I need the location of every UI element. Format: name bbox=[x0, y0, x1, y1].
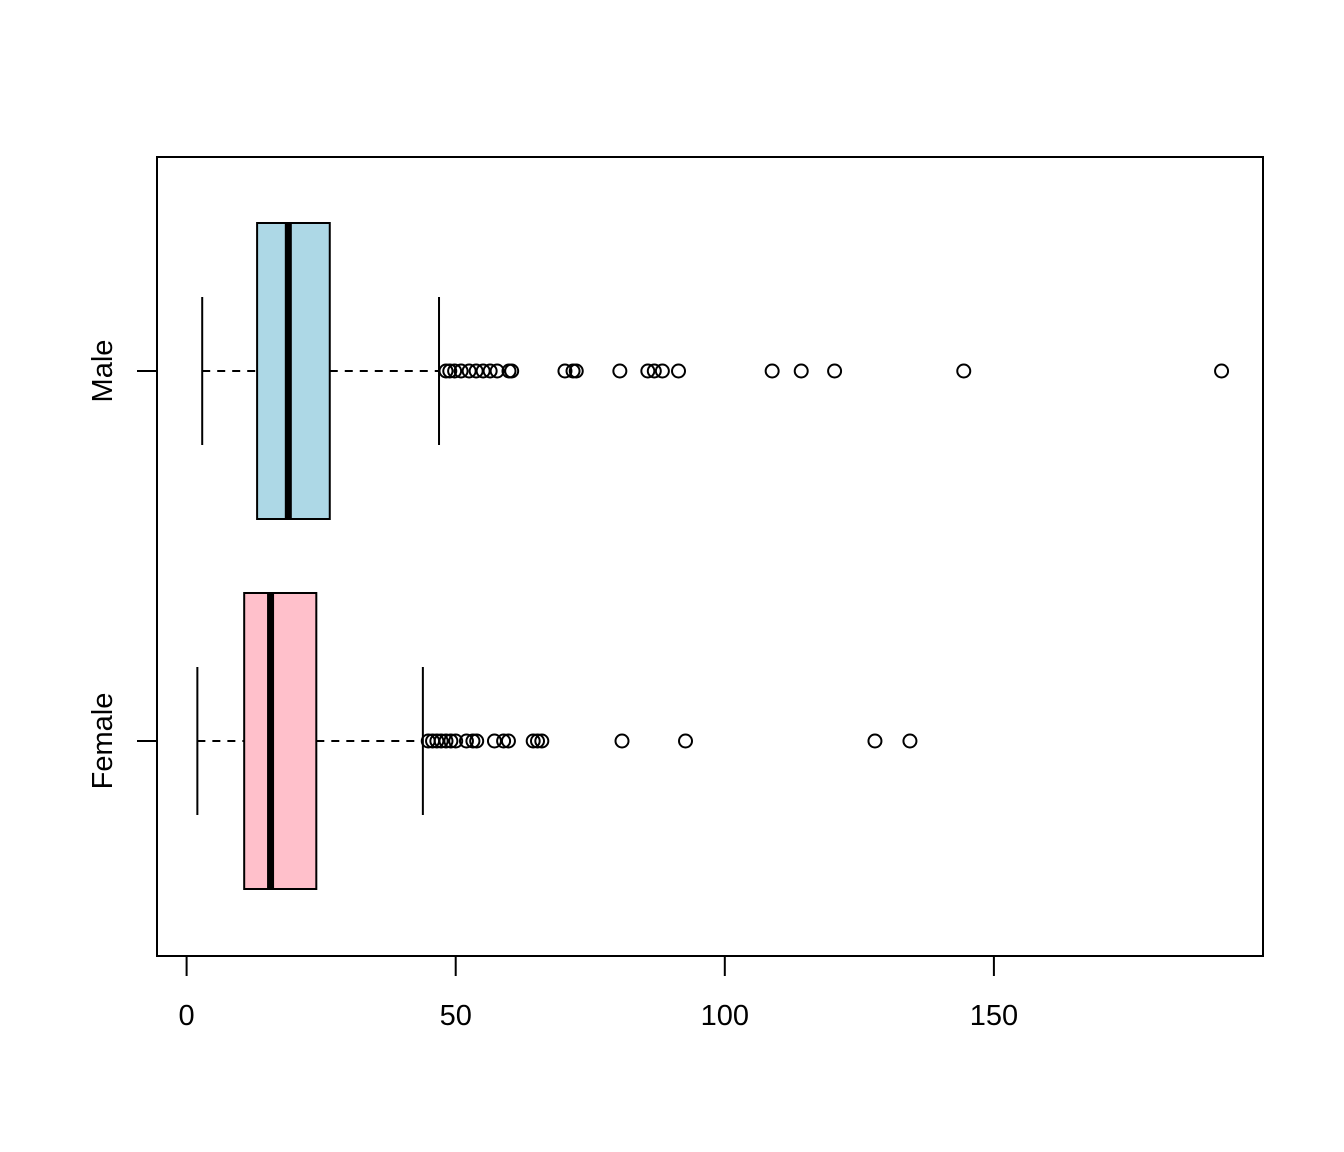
outlier-point bbox=[469, 733, 485, 749]
outlier-point bbox=[504, 363, 520, 379]
outlier-point bbox=[956, 363, 972, 379]
outlier-point bbox=[453, 363, 469, 379]
outlier-point bbox=[671, 363, 687, 379]
outlier-point bbox=[530, 733, 546, 749]
outlier-point bbox=[500, 733, 516, 749]
box-group-male bbox=[201, 222, 1230, 520]
y-tick-label: Female bbox=[87, 693, 119, 790]
x-tick-label: 100 bbox=[701, 1000, 749, 1032]
outlier-point bbox=[458, 733, 474, 749]
outlier-point bbox=[447, 363, 463, 379]
y-tick-label: Male bbox=[87, 340, 119, 403]
x-tick-label: 0 bbox=[179, 1000, 195, 1032]
outlier-point bbox=[867, 733, 883, 749]
outlier-point bbox=[489, 363, 505, 379]
outlier-point bbox=[902, 733, 918, 749]
outlier-point bbox=[612, 363, 628, 379]
iqr-box bbox=[243, 592, 318, 890]
outlier-point bbox=[442, 363, 458, 379]
outlier-point bbox=[614, 733, 630, 749]
outlier-point bbox=[557, 363, 573, 379]
outlier-point bbox=[525, 733, 541, 749]
box-group-female bbox=[196, 592, 918, 890]
outlier-point bbox=[482, 363, 498, 379]
outlier-point bbox=[1214, 363, 1230, 379]
outlier-point bbox=[654, 363, 670, 379]
x-axis: 0 50 100 150 bbox=[179, 955, 1018, 1032]
outlier-point bbox=[438, 363, 454, 379]
outlier-point bbox=[465, 733, 481, 749]
outlier-point bbox=[438, 733, 454, 749]
x-tick-label: 150 bbox=[970, 1000, 1018, 1032]
outlier-point bbox=[793, 363, 809, 379]
outlier-point bbox=[640, 363, 656, 379]
y-axis: Female Male bbox=[87, 340, 158, 790]
outlier-point bbox=[433, 733, 449, 749]
boxes bbox=[196, 222, 1230, 890]
outlier-point bbox=[534, 733, 550, 749]
outlier-point bbox=[448, 733, 464, 749]
outlier-point bbox=[568, 363, 584, 379]
iqr-box bbox=[256, 222, 331, 520]
outlier-point bbox=[443, 733, 459, 749]
outlier-point bbox=[496, 733, 512, 749]
outlier-point bbox=[827, 363, 843, 379]
outlier-point bbox=[764, 363, 780, 379]
outlier-point bbox=[646, 363, 662, 379]
outlier-point bbox=[678, 733, 694, 749]
x-tick-label: 50 bbox=[440, 1000, 472, 1032]
